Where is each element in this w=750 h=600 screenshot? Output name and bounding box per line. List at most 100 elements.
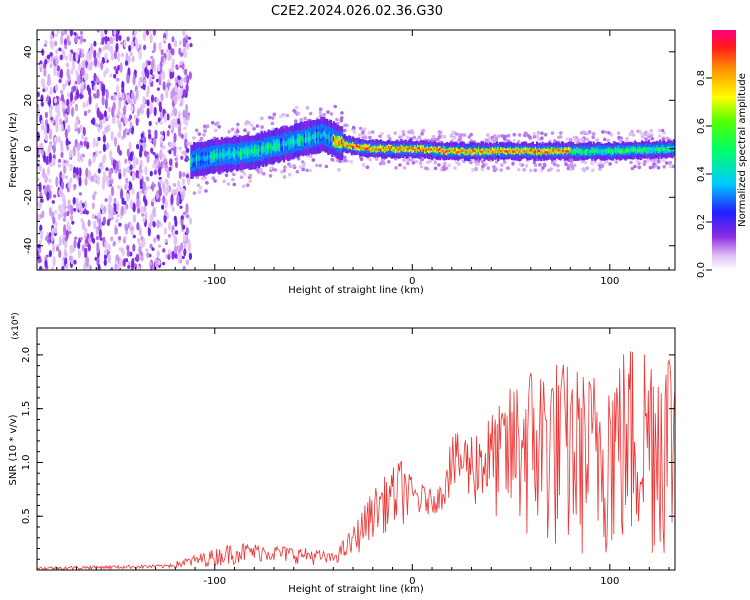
spectrogram-cell — [69, 91, 74, 103]
spectrogram-cell — [187, 36, 191, 40]
spectrogram-cell — [550, 131, 555, 135]
spectrogram-cell — [137, 238, 141, 244]
spectrogram-cell — [516, 148, 519, 152]
spectrogram-cell — [635, 159, 640, 164]
spectrogram-cell — [198, 155, 201, 161]
spectrogram-cell — [351, 125, 356, 130]
spectrogram-cell — [486, 166, 491, 170]
spectrogram-cell — [479, 149, 482, 156]
spectrogram-cell — [192, 136, 196, 140]
spectrogram-cell — [653, 148, 656, 152]
spectrogram-cell — [574, 149, 577, 156]
spectrogram-cell — [168, 166, 172, 172]
spectrogram-cell — [71, 106, 75, 117]
spectrogram-cell — [559, 150, 562, 153]
spectrogram-cell — [566, 166, 571, 171]
spectrogram-cell — [412, 147, 416, 150]
spectrogram-cell — [39, 191, 43, 199]
spectrogram-cell — [637, 165, 642, 170]
spectrogram-cell — [310, 135, 313, 141]
x-tick-label: 100 — [600, 576, 619, 587]
spectrogram-cell — [85, 100, 89, 108]
spectrogram-cell — [435, 150, 438, 153]
x-tick-label: -100 — [203, 576, 226, 587]
spectrogram-cell — [361, 130, 365, 134]
spectrogram-cell — [156, 97, 160, 105]
spectrogram-cell — [185, 83, 189, 94]
spectrogram-cell — [153, 169, 157, 176]
spectrogram-cell — [79, 92, 83, 100]
spectrogram-cell — [580, 148, 583, 152]
spectrogram-cell — [294, 105, 299, 110]
spectrogram-cell — [53, 136, 57, 143]
spectrogram-cell — [419, 165, 424, 169]
spectrogram-cell — [394, 146, 398, 149]
spectrogram-cell — [258, 146, 261, 152]
spectrogram-cell — [270, 121, 275, 126]
spectrogram-cell — [363, 147, 366, 150]
spectrogram-cell — [576, 150, 579, 153]
spectrogram-cell — [414, 159, 419, 164]
spectrogram-cell — [451, 130, 455, 135]
spectrogram-cell — [197, 155, 200, 161]
spectrogram-cell — [551, 146, 554, 153]
spectrogram-cell — [244, 149, 247, 155]
spectrogram-cell — [147, 60, 151, 66]
spectrogram-cell — [151, 247, 155, 251]
spectrogram-cell — [518, 151, 521, 154]
spectrogram-cell — [120, 205, 124, 216]
spectrogram-cell — [173, 107, 178, 117]
spectrogram-cell — [414, 148, 417, 152]
spectrogram-cell — [185, 74, 190, 85]
spectrogram-cell — [329, 136, 333, 142]
spectrogram-cell — [37, 213, 41, 223]
spectrogram-cell — [131, 55, 135, 63]
spectrogram-cell — [144, 165, 148, 176]
spectrogram-cell — [165, 180, 169, 186]
spectrogram-cell — [422, 145, 425, 151]
spectrogram-cell — [483, 150, 486, 154]
spectrogram-cell — [388, 146, 391, 149]
spectrogram-cell — [110, 52, 114, 61]
spectrogram-cell — [479, 149, 482, 152]
spectrogram-cell — [569, 151, 572, 154]
spectrogram-cell — [582, 130, 586, 135]
spectrogram-cell — [142, 217, 146, 223]
spectrogram-cell — [532, 132, 537, 136]
spectrogram-cell — [425, 149, 428, 152]
spectrogram-cell — [320, 133, 323, 139]
spectrogram-cell — [79, 237, 83, 240]
spectrogram-cell — [57, 136, 61, 144]
spectrogram-cell — [551, 151, 554, 154]
spectrogram-cell — [469, 147, 472, 154]
spectrogram-cell — [126, 74, 130, 84]
spectrogram-cell — [154, 258, 158, 270]
spectrogram-cell — [179, 87, 183, 97]
spectrogram-cell — [40, 101, 44, 107]
spectrogram-cell — [122, 129, 127, 138]
spectrogram-cell — [69, 244, 73, 255]
spectrogram-cell — [115, 160, 119, 172]
spectrogram-cell — [459, 150, 463, 154]
spectrogram-cell — [137, 80, 141, 88]
spectrogram-cell — [99, 162, 103, 168]
spectrogram-cell — [102, 143, 106, 152]
spectrogram-xlabel: Height of straight line (km) — [288, 285, 424, 296]
spectrogram-cell — [162, 261, 166, 266]
spectrogram-cell — [457, 138, 462, 142]
spectrogram-cell — [591, 150, 594, 153]
spectrogram-cell — [660, 128, 665, 133]
spectrogram-cell — [511, 162, 515, 166]
spectrogram-cell — [642, 162, 647, 167]
spectrogram-cell — [178, 130, 182, 137]
spectrogram-cell — [77, 241, 81, 249]
spectrogram-cell — [268, 115, 272, 120]
spectrogram-cell — [647, 137, 651, 141]
spectrogram-cell — [112, 116, 116, 125]
spectrogram-cell — [509, 149, 512, 153]
spectrogram-cell — [461, 149, 464, 153]
spectrogram-cell — [371, 147, 374, 151]
y-tick-label: 1.5 — [21, 401, 32, 417]
spectrogram-cell — [148, 132, 152, 140]
spectrogram-frame — [36, 29, 676, 271]
